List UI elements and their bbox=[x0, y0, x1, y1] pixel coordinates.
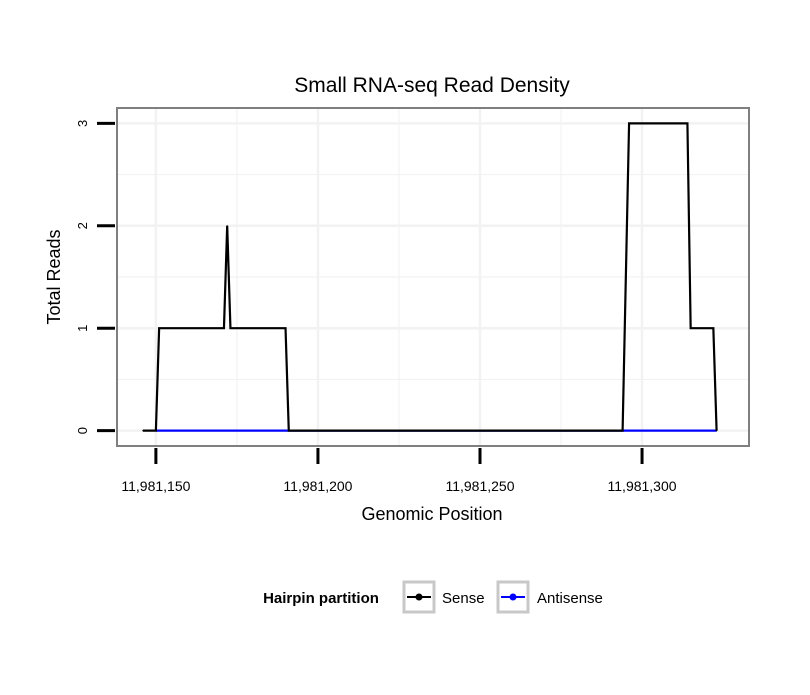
data-point-sense bbox=[715, 430, 718, 432]
legend-point-antisense bbox=[509, 593, 517, 601]
x-axis-label: Genomic Position bbox=[361, 504, 502, 524]
data-point-sense bbox=[158, 327, 160, 329]
data-point-sense bbox=[712, 327, 714, 329]
data-point-sense bbox=[155, 430, 157, 432]
x-tick-label: 11,981,250 bbox=[445, 478, 514, 494]
y-axis-label: Total Reads bbox=[44, 229, 64, 324]
x-tick-label: 11,981,150 bbox=[121, 478, 190, 494]
y-tick-label: 1 bbox=[75, 325, 90, 332]
legend-label-antisense: Antisense bbox=[537, 590, 603, 607]
y-tick-label: 3 bbox=[75, 120, 90, 127]
legend-label-sense: Sense bbox=[442, 590, 485, 607]
legend-title: Hairpin partition bbox=[263, 590, 379, 607]
series-line-sense bbox=[142, 122, 718, 432]
series-layer bbox=[142, 122, 718, 432]
data-point-sense bbox=[142, 430, 144, 432]
x-tick-label: 11,981,200 bbox=[283, 478, 352, 494]
data-point-sense bbox=[288, 430, 290, 432]
data-point-sense bbox=[223, 327, 225, 329]
x-tick-label: 11,981,300 bbox=[608, 478, 677, 494]
legend: Hairpin partition Sense Antisense bbox=[263, 580, 603, 614]
y-tick-label: 0 bbox=[75, 427, 90, 434]
data-point-sense bbox=[686, 122, 689, 124]
axis-ticks: 11,981,150 11,981,200 11,981,250 11,981,300… bbox=[75, 120, 677, 494]
y-tick-label: 2 bbox=[75, 222, 90, 229]
data-point-sense bbox=[284, 327, 287, 329]
data-point-sense bbox=[226, 225, 228, 227]
chart-title: Small RNA-seq Read Density bbox=[294, 74, 570, 97]
data-point-sense bbox=[229, 327, 232, 329]
data-point-sense bbox=[690, 327, 692, 329]
data-point-sense bbox=[628, 122, 630, 124]
legend-point-sense bbox=[415, 593, 423, 601]
data-point-sense bbox=[622, 430, 624, 432]
